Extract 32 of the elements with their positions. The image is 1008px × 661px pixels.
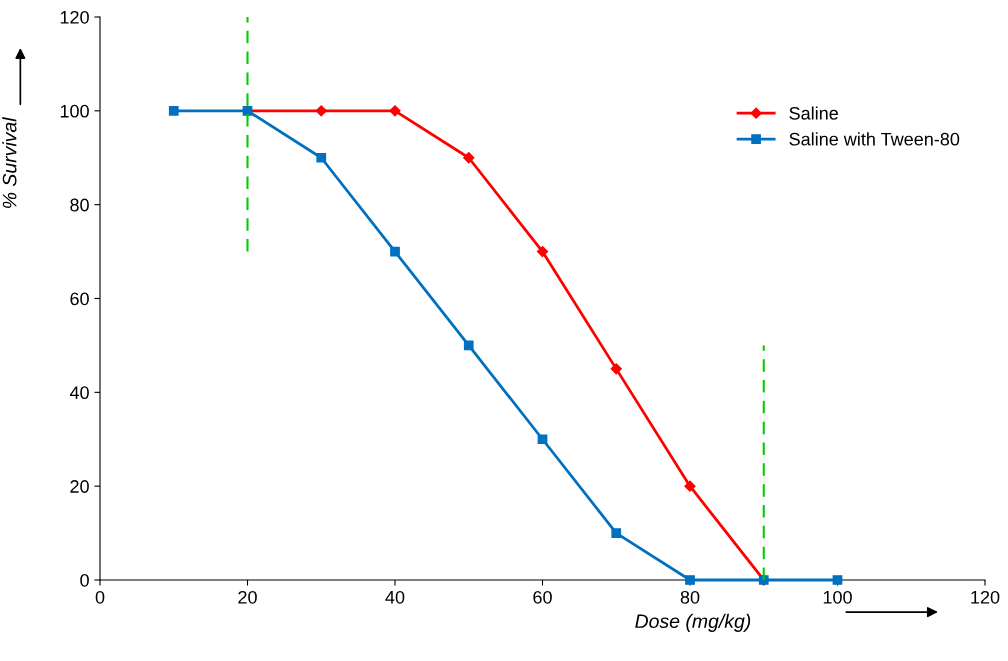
x-axis-title: Dose (mg/kg) xyxy=(635,613,751,632)
y-axis-title: % Survival xyxy=(2,117,17,208)
point xyxy=(463,340,474,351)
x-tick-label: 120 xyxy=(971,590,1000,604)
x-tick-label: 0 xyxy=(95,590,105,604)
x-tick-label: 20 xyxy=(238,590,257,604)
y-tick-label: 60 xyxy=(70,292,89,306)
y-tick-label: 80 xyxy=(70,198,89,212)
y-tick-label: 40 xyxy=(69,386,89,400)
point xyxy=(832,575,843,585)
x-tick-label: 60 xyxy=(533,590,552,604)
point xyxy=(390,246,400,257)
y-tick-label: 20 xyxy=(70,480,89,493)
point xyxy=(685,575,695,585)
point xyxy=(389,105,401,117)
y-tick-label: 100 xyxy=(60,104,89,118)
point xyxy=(536,245,549,258)
point xyxy=(537,434,548,445)
point xyxy=(463,152,475,164)
y-tick-label: 0 xyxy=(80,573,89,587)
point xyxy=(611,528,622,538)
point xyxy=(168,105,179,116)
legend-label: Saline with Tween-80 xyxy=(789,132,960,146)
point xyxy=(316,152,327,163)
point xyxy=(315,105,327,117)
x-tick-label: 80 xyxy=(680,590,700,604)
y-tick-label: 120 xyxy=(60,10,89,24)
point xyxy=(684,480,696,492)
legend-label: Saline xyxy=(789,106,838,120)
point xyxy=(610,363,622,375)
x-tick-label: 40 xyxy=(385,590,405,604)
x-tick-label: 100 xyxy=(823,590,852,604)
